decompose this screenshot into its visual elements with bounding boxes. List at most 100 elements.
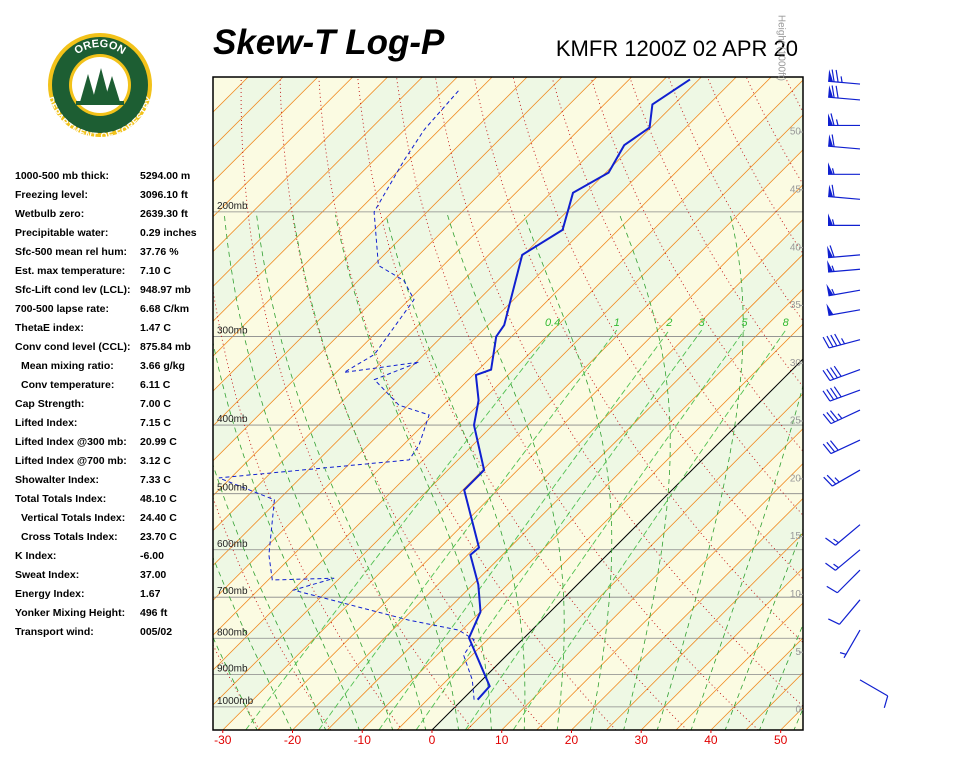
isotherm-band [780,707,803,730]
wind-barb [823,469,861,487]
barb-feather [825,562,836,571]
mixing-ratio-line [378,329,670,730]
dry-adiabat [785,77,803,113]
isotherm [213,77,563,427]
x-tick-label: 50 [774,733,788,747]
barb-half [835,119,839,126]
barb-feather [825,537,836,546]
index-value: 37.00 [140,569,166,581]
height-label: 5 [795,647,801,658]
x-tick-label: -30 [214,733,232,747]
barb-staff [835,549,861,571]
wind-barb [827,245,861,259]
x-tick-label: -20 [284,733,302,747]
isotherm-band [213,80,803,730]
isotherm [213,77,423,288]
barb-staff [859,679,889,697]
chart-subtitle: KMFR 1200Z 02 APR 20 [556,36,798,61]
index-value: 496 ft [140,607,168,619]
wind-barb [859,679,889,708]
index-label: Freezing level: [15,189,88,201]
barb-pennant [828,69,834,82]
mixing-ratio-line [245,329,553,730]
isotherm-band [213,77,803,671]
barb-feather [833,365,842,377]
index-label: Sfc-500 mean rel hum: [15,246,127,258]
isotherm [501,428,803,730]
isotherm [571,497,803,730]
barb-feather [834,333,842,346]
index-label: ThetaE index: [15,322,84,334]
index-label: Lifted Index @300 mb: [15,436,127,448]
index-value: 875.84 mb [140,341,191,353]
barb-feather [826,335,834,348]
pressure-label: 700mb [217,586,248,597]
barb-feather [883,695,889,708]
wind-barb [822,386,861,402]
logo-top-text: OREGON [72,38,127,57]
plot-area [212,76,960,731]
barb-half [841,338,846,345]
index-label: Est. max temperature: [15,265,125,277]
isotherm [466,393,803,730]
dry-adiabat [941,78,960,730]
barb-staff [829,389,861,402]
isotherm [222,149,803,730]
index-value: -6.00 [140,550,164,562]
index-label: Total Totals Index: [15,493,106,505]
mixing-ratio-label: 2 [665,317,672,329]
barb-half [831,219,835,226]
index-value: 3096.10 ft [140,189,188,201]
logo-tree [92,68,110,102]
index-value: 7.33 C [140,474,171,486]
barb-pennant [828,162,833,175]
barb-feather [822,413,832,425]
barb-feather [830,334,838,347]
barb-feather [830,113,835,126]
barb-staff [835,524,861,546]
index-label: Transport wind: [15,626,94,638]
dry-adiabat [474,77,803,644]
index-value: 6.11 C [140,379,171,391]
wind-barb [828,69,861,85]
barb-feather [826,441,836,453]
barb-staff [828,254,861,259]
isotherm [213,77,667,532]
barb-feather [826,368,835,380]
dry-adiabat [551,77,803,516]
index-label: Wetbulb zero: [15,208,84,220]
wind-barb [825,524,861,546]
x-tick-label: 10 [495,733,509,747]
isotherm [213,77,528,392]
index-value: 005/02 [140,626,172,638]
barb-staff [828,195,861,200]
mixing-ratio-line [318,329,618,730]
index-value: 1.67 [140,588,161,600]
height-label: 40 [790,242,802,253]
wind-barbs [822,69,889,708]
moist-adiabat [224,214,394,730]
index-value: 7.00 C [140,398,171,410]
index-label: Mean mixing ratio: [21,360,114,372]
pressure-label: 400mb [217,414,248,425]
height-label: 0 [795,705,801,716]
wind-barb [827,260,861,273]
barb-feather [831,69,835,82]
moist-adiabat [656,214,744,730]
isotherm [816,77,960,730]
temperature-line [463,78,691,701]
pressure-label: 1000mb [217,696,254,707]
isotherm [213,77,737,601]
moist-adiabat [690,384,803,730]
isotherm [780,707,803,730]
index-value: 3.12 C [140,455,171,467]
height-label: 30 [790,358,802,369]
index-label: Cross Totals Index: [21,531,118,543]
barb-feather [831,184,835,198]
isotherm [213,77,598,462]
barb-pennant [828,213,833,226]
dry-adiabat [590,77,803,452]
height-label: 15 [790,531,802,542]
indices-table: 1000-500 mb thick: 5294.00 m Freezing leve… [15,170,197,638]
pressure-label: 500mb [217,483,248,494]
